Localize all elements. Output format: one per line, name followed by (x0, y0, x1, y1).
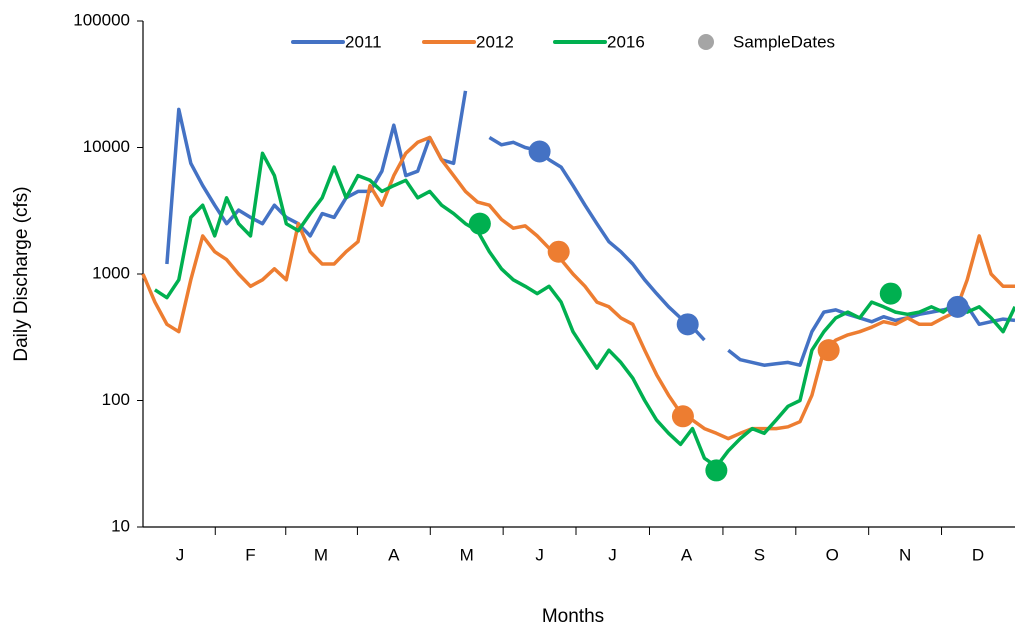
x-tick-label: M (460, 545, 474, 564)
sample-point (676, 313, 699, 336)
x-tick-label: A (681, 545, 693, 564)
y-tick-label: 1000 (92, 263, 130, 282)
sample-point (468, 212, 491, 235)
y-tick-label: 10000 (83, 137, 130, 156)
x-tick-label: D (972, 545, 984, 564)
y-tick-label: 100000 (73, 10, 130, 29)
sample-point (879, 282, 902, 305)
x-tick-label: A (388, 545, 400, 564)
legend-label: 2016 (607, 32, 645, 51)
x-tick-label: M (314, 545, 328, 564)
x-tick-label: O (826, 545, 839, 564)
x-tick-label: F (245, 545, 255, 564)
x-axis-title: Months (542, 606, 604, 627)
data-line (141, 135, 1015, 441)
sample-point (528, 140, 551, 163)
x-tick-label: J (608, 545, 617, 564)
sample-point (946, 295, 969, 318)
x-tick-label: S (754, 545, 765, 564)
sample-point (705, 459, 728, 482)
y-tick-label: 10 (111, 516, 130, 535)
legend-label: 2012 (476, 32, 514, 51)
legend-marker (698, 34, 714, 50)
x-tick-label: J (176, 545, 185, 564)
sample-point (547, 240, 570, 263)
legend-label: SampleDates (733, 32, 835, 51)
sample-point (671, 405, 694, 428)
sample-point (817, 339, 840, 362)
y-tick-label: 100 (102, 390, 130, 409)
y-axis-title: Daily Discharge (cfs) (11, 186, 32, 361)
x-tick-label: N (899, 545, 911, 564)
legend-label: 2011 (345, 32, 382, 51)
x-tick-label: J (535, 545, 544, 564)
data-line (153, 151, 1015, 469)
